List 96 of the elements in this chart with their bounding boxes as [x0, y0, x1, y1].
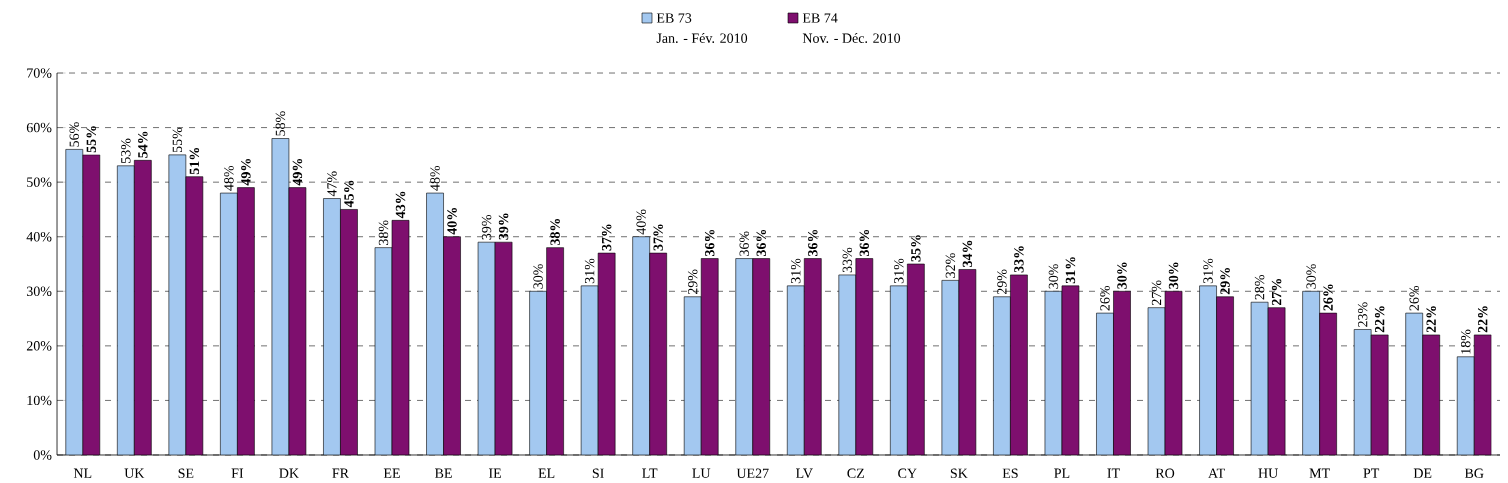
data-label: 49% — [292, 159, 303, 186]
data-label: 38% — [550, 219, 560, 246]
data-label: 18% — [1460, 329, 1471, 354]
y-tick-label: 0% — [33, 450, 52, 460]
x-tick-label: DK — [279, 468, 299, 478]
data-label: 29% — [687, 269, 698, 295]
x-tick-label: PT — [1363, 468, 1380, 478]
x-tick-label: IT — [1107, 468, 1120, 478]
x-tick-label: SK — [950, 468, 968, 479]
data-label: 38% — [378, 220, 389, 246]
data-label: 47% — [327, 171, 337, 197]
x-tick-label: BE — [435, 468, 452, 478]
data-label: 33% — [1014, 246, 1024, 273]
data-label: 48% — [430, 166, 440, 191]
data-label: 36% — [756, 230, 766, 257]
data-label: 23% — [1357, 302, 1368, 328]
legend-label: EB 73 — [656, 13, 692, 23]
data-label: 36% — [704, 230, 715, 257]
y-tick-label: 40% — [26, 232, 52, 242]
x-tick-label: AT — [1208, 468, 1225, 478]
x-tick-label: MT — [1309, 468, 1330, 478]
x-tick-label: NL — [73, 468, 92, 478]
data-label: 36% — [739, 231, 749, 257]
x-tick-label: HU — [1258, 468, 1278, 479]
x-tick-label: RO — [1155, 468, 1175, 479]
data-label: 31% — [894, 258, 904, 284]
data-label: 30% — [533, 264, 543, 289]
text: Jan. - Fév. 2010 — [656, 33, 748, 44]
data-label: 40% — [447, 208, 457, 235]
data-label: 22% — [1477, 306, 1488, 333]
y-tick-label: 10% — [27, 395, 52, 406]
x-tick-label: EE — [383, 468, 400, 478]
data-label: 27% — [1151, 280, 1162, 306]
data-label: 56% — [69, 122, 80, 147]
data-label: 53% — [121, 138, 131, 164]
data-label: 37% — [601, 224, 612, 251]
data-label: 26% — [1409, 286, 1419, 311]
text: Nov. - Déc. 2010 — [802, 33, 901, 44]
data-label: 29% — [997, 269, 1007, 295]
y-tick-label: 70% — [27, 68, 52, 78]
data-label: 31% — [1065, 257, 1076, 284]
x-tick-label: PL — [1054, 468, 1070, 478]
data-label: 35% — [911, 235, 921, 262]
data-label: 54% — [138, 131, 148, 158]
data-label: 30% — [1048, 264, 1059, 289]
data-label: 48% — [224, 166, 234, 191]
data-label: 30% — [1168, 262, 1179, 289]
data-label: 22% — [1374, 306, 1385, 333]
data-label: 30% — [1306, 264, 1316, 289]
data-label: 51% — [189, 148, 200, 175]
x-tick-label: DE — [1413, 468, 1432, 478]
x-tick-label: SI — [592, 468, 604, 479]
data-label: 55% — [86, 126, 97, 153]
y-tick-label: 50% — [27, 177, 52, 188]
data-label: 58% — [275, 111, 286, 136]
x-tick-label: UE27 — [736, 468, 769, 479]
data-label: 33% — [842, 247, 853, 273]
data-label: 29% — [1220, 268, 1230, 295]
data-label: 31% — [791, 258, 801, 284]
data-label: 43% — [395, 191, 406, 219]
data-label: 39% — [481, 215, 492, 240]
x-tick-label: FR — [332, 468, 349, 478]
x-tick-label: EL — [538, 468, 555, 478]
data-label: 32% — [945, 253, 956, 278]
data-label: 22% — [1426, 306, 1436, 333]
data-label: 31% — [1203, 258, 1213, 284]
x-tick-label: SE — [178, 468, 194, 479]
data-label: 36% — [808, 230, 818, 257]
x-tick-label: CY — [898, 468, 917, 479]
x-tick-label: FI — [231, 468, 244, 478]
data-label: 40% — [636, 209, 646, 235]
x-tick-label: LU — [692, 468, 711, 479]
y-tick-label: 60% — [26, 122, 52, 133]
x-tick-label: BG — [1464, 468, 1484, 479]
data-label: 26% — [1100, 286, 1110, 311]
x-tick-label: UK — [124, 468, 145, 479]
data-label: 28% — [1254, 275, 1265, 300]
data-label: 26% — [1323, 284, 1333, 311]
y-tick-label: 20% — [26, 341, 52, 351]
legend-label: EB 74 — [802, 13, 838, 23]
x-tick-label: LT — [642, 468, 658, 478]
data-label: 31% — [584, 258, 595, 284]
data-label: 55% — [172, 127, 183, 153]
data-label: 39% — [498, 213, 509, 240]
x-tick-label: IE — [488, 468, 501, 478]
x-tick-label: ES — [1002, 468, 1018, 479]
x-tick-label: LV — [796, 468, 813, 479]
data-label: 49% — [241, 159, 251, 186]
data-label: 30% — [1117, 262, 1127, 289]
data-label: 27% — [1271, 279, 1282, 306]
y-tick-label: 30% — [26, 286, 52, 297]
x-tick-label: CZ — [847, 468, 864, 479]
data-label: 34% — [962, 240, 973, 268]
data-label: 45% — [344, 180, 354, 208]
data-label: 36% — [859, 230, 870, 257]
data-label: 37% — [653, 224, 663, 251]
